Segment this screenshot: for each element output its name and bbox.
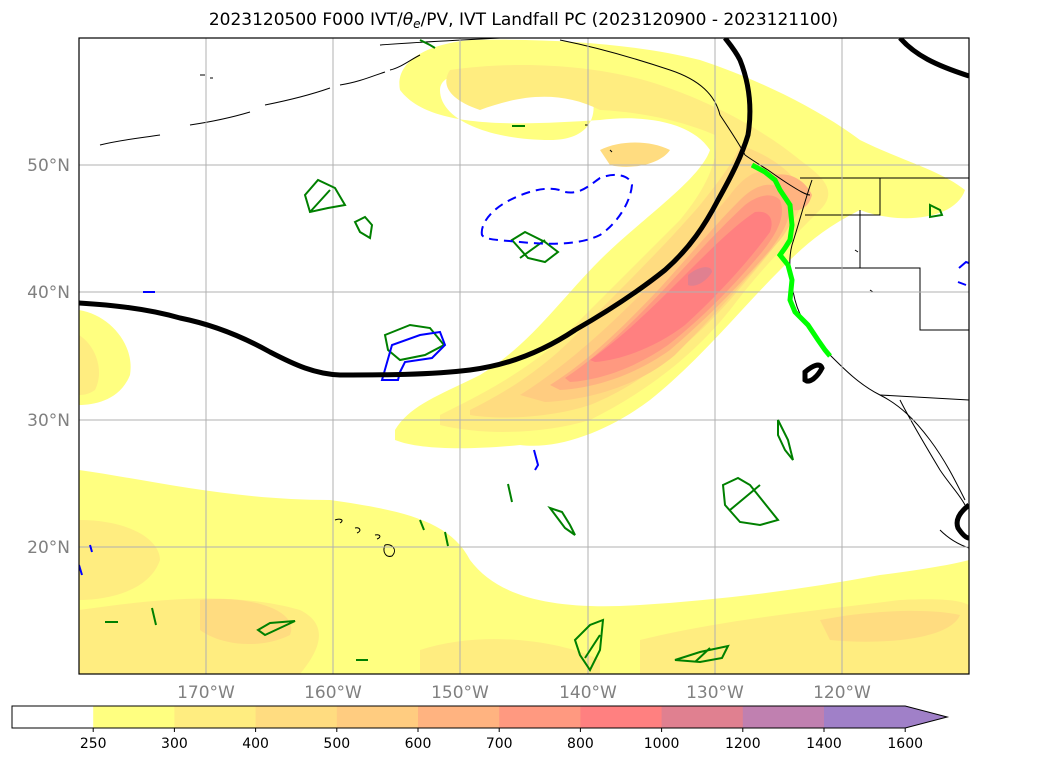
- colorbar-segment: [580, 706, 663, 728]
- lon-tick-160: 160°W: [304, 683, 362, 703]
- lon-tick-130: 130°W: [686, 683, 744, 703]
- colorbar-segment: [93, 706, 175, 728]
- pv-neg-dashed: [480, 173, 634, 245]
- pv-contour-2: [353, 215, 374, 240]
- lon-tick-150: 150°W: [431, 683, 489, 703]
- theta-e-se: [954, 503, 969, 541]
- colorbar-extend-arrow: [905, 706, 948, 728]
- ivt-band-tropical-300: [79, 520, 969, 674]
- colorbar-tick-label: 300: [161, 736, 188, 752]
- ivt-ar-1000: [688, 267, 712, 286]
- lon-tick-120: 120°W: [813, 683, 871, 703]
- ivt-coastal-600: [775, 174, 812, 211]
- colorbar-tick-label: 1600: [887, 736, 923, 752]
- colorbar-segment: [499, 706, 581, 728]
- lat-tick-50: 50°N: [27, 156, 70, 176]
- landfall-line: [750, 162, 832, 358]
- map-frame: [78, 37, 970, 675]
- map-title: 2023120500 F000 IVT/θe/PV, IVT Landfall …: [208, 10, 839, 31]
- pv-contours-negative: [79, 173, 969, 576]
- pv-contour-6: [777, 419, 794, 461]
- colorbar-tick-label: 500: [323, 736, 350, 752]
- theta-e-contours: [79, 38, 969, 541]
- ivt-ar-300: [440, 65, 829, 432]
- pv-contour-11: [929, 203, 944, 219]
- colorbar-tick-label: 1000: [644, 736, 680, 752]
- colorbar-outline: [11, 705, 950, 729]
- lat-tick-40: 40°N: [27, 283, 70, 303]
- lon-tick-170: 170°W: [177, 683, 235, 703]
- ivt-band-tropical-400: [200, 599, 960, 645]
- pv-contour-9: [674, 644, 730, 664]
- colorbar: 250 300 400 500 600 700 800 1000 1200 1400 1600: [11, 705, 950, 752]
- hawaii-islands: [334, 518, 395, 557]
- theta-e-main: [79, 38, 753, 378]
- bc-coast: [744, 154, 811, 196]
- alaska-coast: [379, 38, 746, 156]
- colorbar-tick-label: 700: [486, 736, 513, 752]
- pv-neg-4: [957, 260, 969, 286]
- aleutian-coast: [99, 54, 421, 146]
- theta-e-small: [802, 362, 825, 384]
- mexico-border: [879, 394, 969, 401]
- colorbar-segment: [661, 706, 744, 728]
- pv-contour-12: [105, 39, 525, 661]
- colorbar-tick-label: 800: [567, 736, 594, 752]
- lat-tick-30: 30°N: [27, 411, 70, 431]
- colorbar-segment: [418, 706, 500, 728]
- ivt-ar-800: [590, 211, 772, 362]
- map-content: [79, 38, 969, 674]
- lon-tick-140: 140°W: [559, 683, 617, 703]
- colorbar-tick-label: 1400: [806, 736, 842, 752]
- lat-tick-20: 20°N: [27, 538, 70, 558]
- colorbar-segment: [824, 706, 906, 728]
- colorbar-segment: [255, 706, 338, 728]
- pv-contour-7: [547, 506, 576, 536]
- colorbar-tick-label: 400: [242, 736, 269, 752]
- colorbar-tick-label: 1200: [725, 736, 761, 752]
- pv-contours-positive: [105, 39, 944, 672]
- state-border-2: [795, 267, 969, 331]
- pv-contour-8: [573, 618, 605, 672]
- colorbar-segment: [12, 706, 94, 728]
- state-border-1: [805, 178, 881, 216]
- pv-contour-10: [256, 620, 296, 637]
- pv-contour-5: [721, 476, 780, 527]
- ivt-west-blob-300: [79, 335, 100, 395]
- theta-e-ne: [898, 38, 969, 79]
- graticule: [79, 38, 969, 674]
- colorbar-tick-label: 250: [80, 736, 107, 752]
- ivt-filled-contours: [79, 39, 969, 674]
- ivt-landfall: [750, 162, 832, 358]
- colorbar-segment: [174, 706, 257, 728]
- colorbar-tick-label: 600: [405, 736, 432, 752]
- pv-neg-3: [533, 449, 540, 471]
- colorbar-segment: [742, 706, 825, 728]
- colorbar-segment: [336, 706, 419, 728]
- pv-contour-1: [303, 178, 347, 214]
- small-islands: [200, 74, 874, 293]
- baja-coast: [899, 399, 966, 506]
